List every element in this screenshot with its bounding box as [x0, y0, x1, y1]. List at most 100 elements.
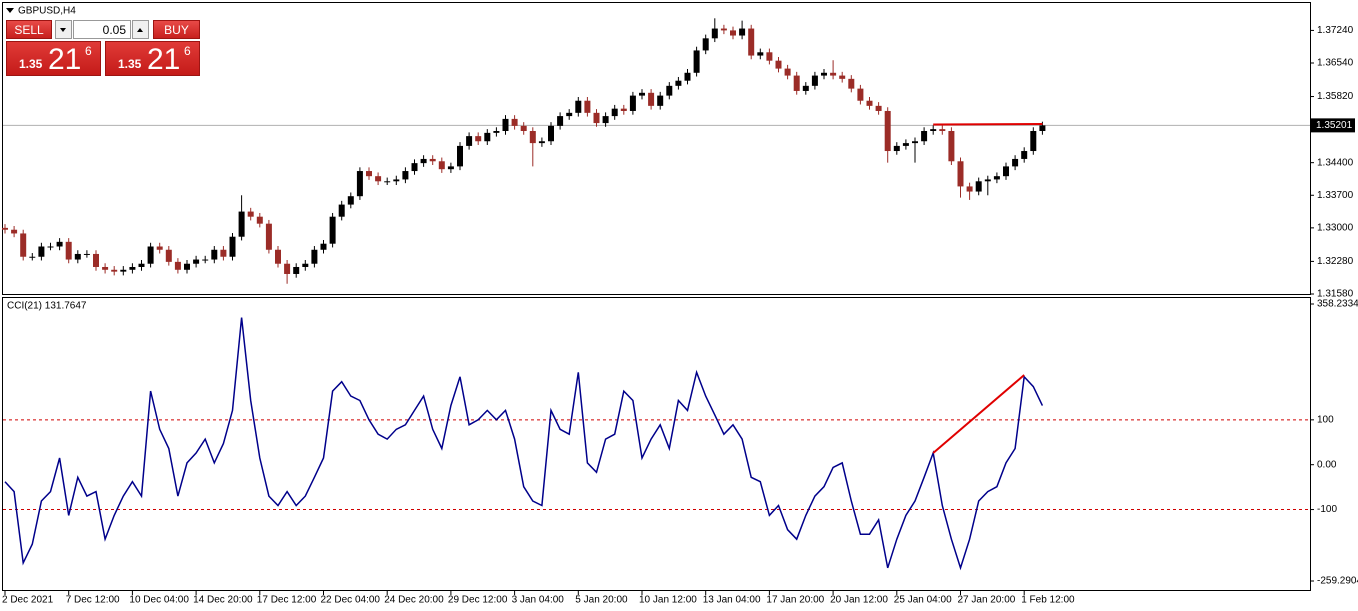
candle-body: [975, 181, 982, 192]
y-tick-label: 0.00: [1317, 459, 1337, 470]
y-tick-label: 1.36540: [1317, 58, 1354, 69]
candle-body: [375, 176, 382, 182]
candle-body: [211, 249, 218, 260]
candle-body: [475, 136, 482, 142]
candle-body: [884, 110, 891, 152]
y-tick-label: 1.35820: [1317, 91, 1354, 102]
candle-body: [256, 216, 263, 224]
candle-body: [2, 227, 8, 230]
candle-body: [893, 145, 900, 152]
buy-price[interactable]: 1.35 21 6: [105, 41, 200, 76]
candle-body: [575, 100, 582, 113]
candle-body: [921, 131, 928, 142]
lot-increase[interactable]: [132, 20, 149, 39]
candle-body: [848, 78, 855, 89]
candle-body: [457, 145, 463, 167]
candle-body: [830, 72, 837, 76]
symbol-menu-icon[interactable]: [6, 8, 14, 13]
candle-body: [138, 263, 145, 267]
candle-body: [156, 246, 163, 250]
price-big: 21: [48, 43, 82, 76]
candle-body: [930, 129, 937, 132]
candle-body: [629, 95, 636, 111]
candle-body: [484, 132, 491, 142]
x-tick-label: 24 Dec 20:00: [384, 595, 444, 606]
candle-body: [447, 166, 454, 170]
candle-body: [593, 112, 600, 124]
candle-body: [275, 249, 281, 264]
candle-body: [693, 50, 700, 73]
y-tick-label: 1.32280: [1317, 256, 1354, 267]
y-tick-label: 358.2334: [1317, 299, 1358, 310]
price-prefix: 1.35: [118, 57, 142, 71]
candle-body: [29, 256, 36, 258]
sell-price[interactable]: 1.35 21 6: [6, 41, 101, 76]
candle-body: [730, 30, 736, 36]
candle-body: [948, 131, 955, 162]
candle-body: [766, 52, 773, 61]
pane-title: CCI(21) 131.7647: [7, 301, 87, 312]
buy-button[interactable]: BUY: [153, 20, 200, 39]
x-tick-label: 17 Jan 20:00: [766, 595, 824, 606]
x-tick-label: 10 Dec 04:00: [129, 595, 189, 606]
candle-body: [247, 211, 254, 217]
candle-body: [657, 95, 664, 106]
candle-body: [711, 28, 718, 39]
candle-body: [648, 92, 655, 106]
last-price-box: [1311, 118, 1355, 133]
candle-body: [1003, 166, 1009, 177]
x-tick-label: 29 Dec 12:00: [448, 595, 508, 606]
candle-body: [720, 28, 727, 31]
candle-body: [102, 266, 109, 270]
x-tick-label: 7 Dec 12:00: [66, 595, 120, 606]
candle-body: [793, 75, 800, 91]
price-small: 6: [184, 44, 191, 58]
y-tick-label: 1.37240: [1317, 25, 1354, 36]
candle-body: [120, 269, 127, 272]
candle-body: [639, 92, 645, 96]
candle-body: [966, 186, 973, 192]
pane-title: GBPUSD,H4: [18, 6, 76, 17]
candle-body: [557, 116, 564, 126]
indicator-line: [4, 317, 1044, 571]
candle-body: [11, 229, 18, 234]
candle-body: [356, 171, 363, 197]
lot-input[interactable]: 0.05: [73, 20, 131, 39]
y-tick-label: 1.33000: [1317, 223, 1354, 234]
candle-body: [229, 236, 236, 257]
candle-body: [220, 249, 227, 257]
candle-body: [393, 179, 400, 182]
y-tick-label: 100: [1317, 414, 1334, 425]
candle-body: [165, 249, 172, 262]
candle-body: [739, 28, 746, 36]
sell-button[interactable]: SELL: [6, 20, 52, 39]
candle-body: [302, 263, 309, 267]
candle-body: [875, 105, 882, 111]
candle-body: [939, 129, 946, 132]
price-prefix: 1.35: [19, 57, 43, 71]
candle-body: [775, 60, 782, 69]
candle-body: [311, 249, 318, 264]
candle-body: [184, 263, 190, 270]
candle-body: [912, 141, 918, 144]
candle-body: [420, 158, 427, 164]
candle-body: [466, 136, 473, 146]
x-tick-label: 17 Dec 12:00: [257, 595, 317, 606]
candle-body: [957, 161, 964, 187]
candle-body: [74, 253, 81, 260]
x-tick-label: 10 Jan 12:00: [639, 595, 697, 606]
lot-decrease[interactable]: [55, 20, 72, 39]
candle-body: [611, 108, 618, 117]
candle-body: [666, 85, 673, 96]
candle-body: [284, 263, 291, 274]
x-tick-label: 27 Jan 20:00: [958, 595, 1016, 606]
candle-body: [1012, 158, 1019, 167]
candle-body: [548, 125, 554, 142]
y-tick-label: 1.34400: [1317, 157, 1354, 168]
candle-body: [366, 171, 372, 177]
trade-panel: SELL 0.05 BUY 1.35 21 6 1.35 21 6: [6, 20, 200, 76]
arrow-up-icon: [137, 28, 143, 32]
trendline: [932, 374, 1025, 454]
x-tick-label: 14 Dec 20:00: [193, 595, 253, 606]
